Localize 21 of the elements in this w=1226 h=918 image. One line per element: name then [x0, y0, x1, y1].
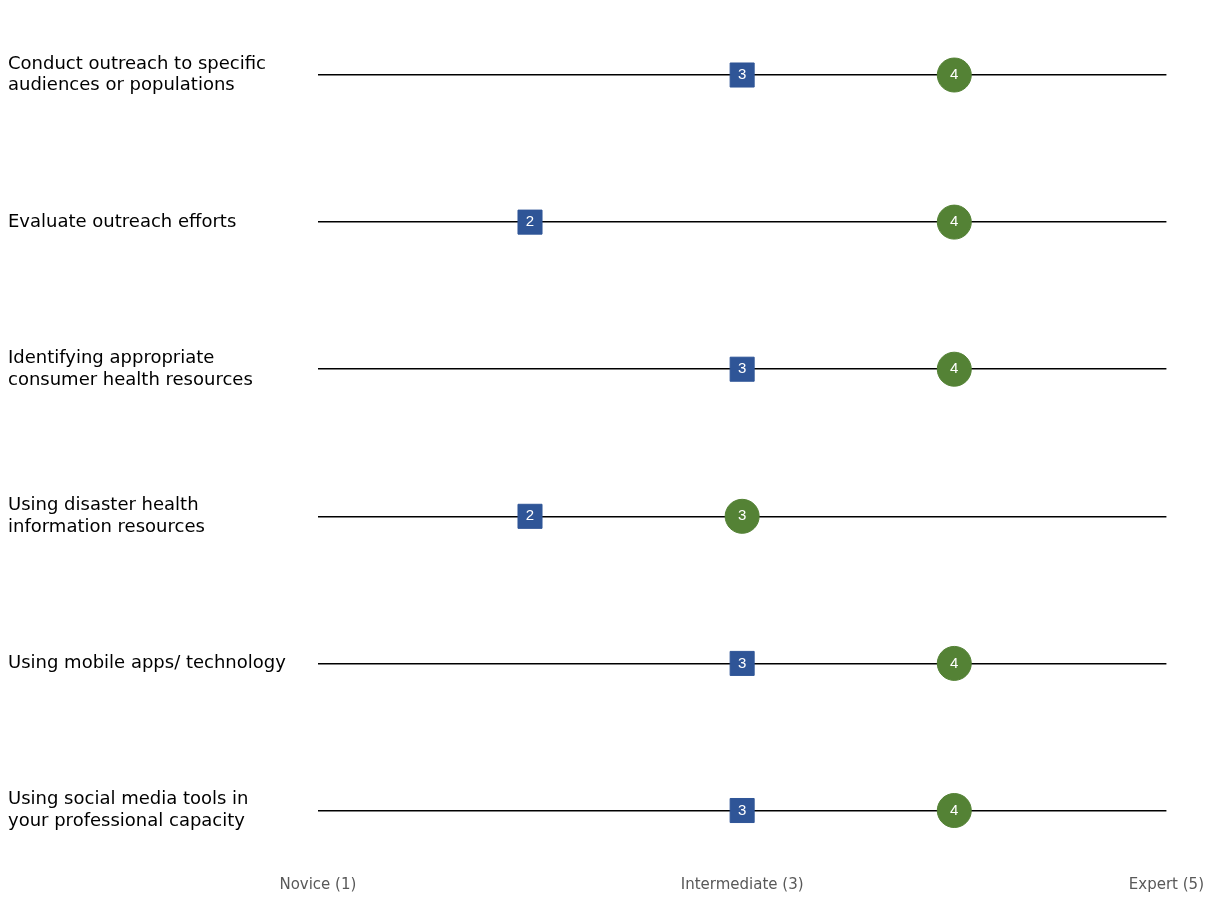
- data-label: 4: [950, 359, 959, 377]
- y-tick-label: Using disaster health information resources: [8, 493, 205, 536]
- x-tick-label: Expert (5): [1128, 874, 1204, 893]
- data-label: 4: [950, 65, 959, 83]
- data-label: 3: [737, 506, 747, 524]
- data-label: 2: [525, 506, 535, 524]
- data-label: 3: [737, 653, 747, 671]
- data-label: 4: [950, 800, 959, 818]
- data-label: 3: [737, 800, 747, 818]
- y-tick-label: Conduct outreach to specific audiences or populations: [8, 51, 266, 95]
- x-tick-label: Novice (1): [279, 874, 357, 893]
- data-label: 3: [737, 65, 747, 83]
- data-label: 2: [525, 212, 535, 230]
- y-tick-label: Using mobile apps/ technology: [8, 651, 287, 673]
- data-label: 4: [950, 653, 959, 671]
- x-tick-label: Intermediate (3): [680, 874, 804, 893]
- data-label: 3: [737, 359, 747, 377]
- data-label: 4: [950, 212, 959, 230]
- y-tick-label: Using social media tools in your professional capacity: [8, 787, 249, 830]
- y-tick-label: Evaluate outreach efforts: [8, 209, 237, 231]
- y-tick-label: Identifying appropriate consumer health resources: [8, 346, 253, 389]
